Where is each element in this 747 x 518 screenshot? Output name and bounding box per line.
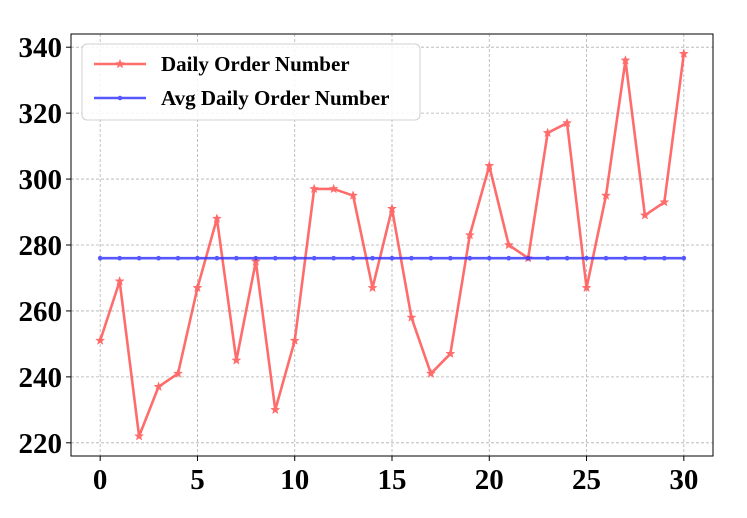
y-tick-label: 280 — [19, 230, 63, 262]
series-1-point — [97, 255, 103, 261]
series-1-point — [428, 255, 434, 261]
axes: 0 5 10 15 20 25 30 220 240 260 280 300 320 340 — [19, 32, 699, 496]
series-1-point — [350, 255, 356, 261]
series-1-point — [292, 255, 298, 261]
legend-label: Daily Order Number — [161, 52, 350, 76]
series-0-point — [386, 203, 398, 214]
y-tick-label: 320 — [19, 98, 63, 130]
series-0-point — [639, 210, 650, 220]
series-1-point — [603, 255, 609, 261]
series-1-point — [370, 255, 375, 261]
series-0-point — [270, 404, 281, 415]
series-1-point — [486, 255, 492, 261]
series-0-point — [309, 183, 320, 194]
series-1-point — [642, 255, 648, 261]
series-1-point — [234, 255, 239, 261]
series-1-point — [623, 255, 628, 261]
series-1 — [97, 255, 687, 261]
series-1-point — [272, 255, 278, 261]
y-tick-label: 340 — [19, 32, 63, 64]
series-1-point — [448, 255, 453, 261]
series-1-point — [311, 255, 317, 261]
series-0-point — [211, 213, 222, 223]
series-0-point — [114, 275, 125, 286]
series-0-point — [562, 117, 573, 128]
series-1-point — [681, 255, 687, 261]
x-tick-label: 10 — [280, 464, 309, 496]
series-1-point — [409, 255, 414, 261]
series-0-point — [542, 127, 553, 138]
y-tick-label: 260 — [19, 296, 63, 328]
series-layer — [95, 48, 689, 441]
series-0-point — [231, 355, 242, 365]
legend-swatch — [94, 58, 146, 69]
series-0-point — [425, 368, 436, 378]
series-0-point — [503, 239, 514, 250]
series-0-point — [153, 381, 164, 392]
series-1-point — [331, 255, 336, 261]
series-0-point — [328, 183, 339, 194]
x-tick-label: 15 — [378, 464, 407, 496]
legend-label: Avg Daily Order Number — [161, 86, 389, 110]
series-1-point — [389, 255, 395, 261]
legend: Daily Order Number Avg Daily Order Number — [81, 43, 421, 121]
series-0-point — [95, 335, 106, 345]
legend-box — [81, 43, 421, 121]
series-0-point — [134, 430, 145, 441]
legend-swatch — [94, 95, 146, 101]
x-tick-label: 0 — [93, 464, 108, 496]
series-1-point — [195, 255, 200, 261]
series-0-point — [659, 196, 670, 207]
series-1-point — [117, 95, 123, 101]
series-1-point — [584, 255, 589, 261]
series-0-point — [464, 229, 475, 240]
x-tick-label: 25 — [572, 464, 601, 496]
series-0-point — [367, 282, 378, 293]
series-1-point — [136, 255, 142, 261]
series-1-point — [117, 255, 122, 261]
series-1-point — [662, 255, 667, 261]
series-0-point — [192, 282, 203, 293]
series-1-point — [564, 255, 570, 261]
y-tick-label: 220 — [19, 428, 63, 460]
series-0-point — [348, 190, 359, 200]
series-1-point — [175, 255, 181, 261]
series-1-point — [525, 255, 531, 261]
series-0-point — [581, 282, 592, 293]
series-0-point — [620, 55, 631, 65]
series-0-point — [250, 256, 261, 266]
series-0-point — [678, 48, 689, 59]
y-tick-label: 240 — [19, 362, 63, 394]
series-1-point — [467, 255, 473, 261]
x-tick-label: 30 — [669, 464, 698, 496]
series-0-point — [406, 312, 417, 322]
series-0-point — [600, 190, 612, 200]
series-0-point — [114, 58, 126, 69]
series-1-point — [545, 255, 550, 261]
series-0 — [95, 48, 689, 441]
series-1-point — [506, 255, 512, 261]
series-1-point — [214, 255, 220, 261]
series-0-point — [289, 335, 300, 345]
x-tick-label: 5 — [190, 464, 205, 496]
series-1-point — [253, 255, 259, 261]
y-tick-label: 300 — [19, 164, 63, 196]
series-1-point — [156, 255, 161, 261]
series-0-point — [484, 160, 495, 171]
series-0-point — [445, 348, 456, 359]
x-tick-label: 20 — [475, 464, 504, 496]
series-0-point — [172, 368, 184, 378]
